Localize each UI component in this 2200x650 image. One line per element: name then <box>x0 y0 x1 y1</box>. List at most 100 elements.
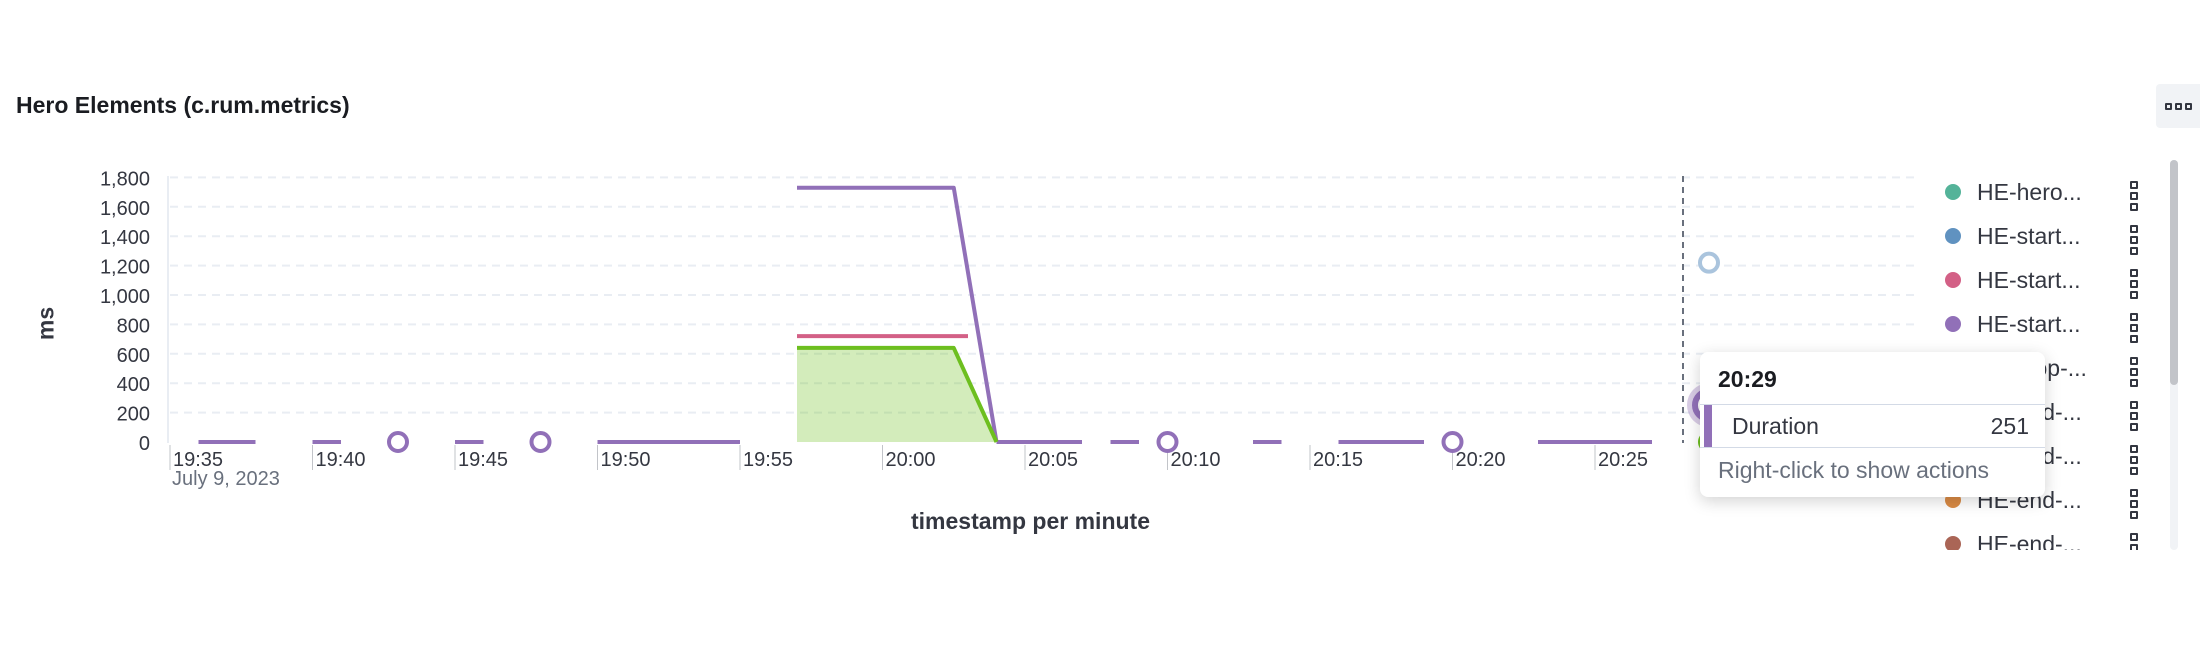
tooltip-time: 20:29 <box>1718 366 1777 392</box>
legend-color-dot <box>1945 272 1961 288</box>
chart-grid <box>167 176 1920 443</box>
data-point <box>1156 431 1179 453</box>
y-tick-label: 0 <box>139 433 150 455</box>
legend-label: HE-end-... <box>1977 530 2082 551</box>
boxes-vertical-icon-dot <box>2130 269 2138 277</box>
data-point <box>1698 251 1720 274</box>
x-tick-label: 20:10 <box>1171 449 1221 471</box>
y-tick-label: 1,200 <box>100 257 150 279</box>
boxes-vertical-icon-dot <box>2130 247 2138 255</box>
boxes-vertical-icon[interactable] <box>2130 533 2140 550</box>
boxes-vertical-icon-dot <box>2130 225 2138 233</box>
x-tick-label: 19:45 <box>458 449 508 471</box>
y-tick-label: 1,600 <box>100 198 150 220</box>
x-tick-label: 20:15 <box>1313 449 1363 471</box>
series-line <box>797 185 999 443</box>
series-area <box>797 347 997 442</box>
legend-label: HE-start... <box>1977 222 2081 249</box>
boxes-vertical-icon-dot <box>2130 203 2138 211</box>
tooltip-hint: Right-click to show actions <box>1718 457 1989 483</box>
boxes-vertical-icon-dot <box>2130 412 2138 420</box>
legend-label: HE-start... <box>1977 266 2081 293</box>
boxes-horizontal-icon <box>2164 102 2172 110</box>
boxes-vertical-icon-dot <box>2130 456 2138 464</box>
legend-color-dot <box>1945 184 1961 200</box>
tooltip-row: Duration 251 <box>1700 404 2045 448</box>
boxes-vertical-icon-dot <box>2130 335 2138 343</box>
legend-item[interactable]: HE-end-... <box>1930 522 2160 550</box>
x-tick-label: 20:05 <box>1028 449 1078 471</box>
legend-scrollbar-thumb[interactable] <box>2170 160 2178 385</box>
x-tick-label: 20:00 <box>886 449 936 471</box>
boxes-vertical-icon-dot <box>2130 423 2138 431</box>
boxes-vertical-icon-dot <box>2130 401 2138 409</box>
data-point <box>387 431 409 453</box>
boxes-vertical-icon-dot <box>2130 324 2138 332</box>
y-tick-label: 1,800 <box>100 168 150 190</box>
y-tick-label: 200 <box>117 404 150 426</box>
x-axis-date-label: July 9, 2023 <box>172 468 280 490</box>
x-tick-label: 19:50 <box>601 449 651 471</box>
boxes-vertical-icon-dot <box>2130 313 2138 321</box>
boxes-vertical-icon[interactable] <box>2130 225 2140 255</box>
chart-series <box>198 185 1652 444</box>
boxes-vertical-icon-dot <box>2130 544 2138 550</box>
boxes-vertical-icon-dot <box>2130 291 2138 299</box>
legend-item[interactable]: HE-hero... <box>1930 170 2160 214</box>
series-line <box>797 345 999 443</box>
boxes-vertical-icon-dot <box>2130 181 2138 189</box>
chart-area[interactable]: 1,800 1,600 1,400 1,200 1,000 800 600 400 200 0 1… <box>0 0 1920 500</box>
x-tick-label: 19:35 <box>173 449 223 471</box>
boxes-horizontal-icon-dot <box>2174 102 2182 110</box>
legend-item[interactable]: HE-start... <box>1930 258 2160 302</box>
legend-color-dot <box>1945 536 1961 550</box>
legend-label: HE-hero... <box>1977 178 2082 205</box>
boxes-vertical-icon-dot <box>2130 511 2138 519</box>
y-tick-label: 400 <box>117 374 150 396</box>
boxes-vertical-icon[interactable] <box>2130 181 2140 211</box>
boxes-vertical-icon-dot <box>2130 192 2138 200</box>
boxes-vertical-icon[interactable] <box>2130 357 2140 387</box>
x-axis-ticks: 19:35 19:40 19:45 19:50 19:55 20:00 20:05 20:10… <box>169 445 1648 471</box>
chart-points <box>387 251 1731 453</box>
boxes-horizontal-icon-dot <box>2184 102 2192 110</box>
legend-label: HE-start... <box>1977 310 2081 337</box>
legend-color-dot <box>1945 316 1961 332</box>
x-tick-label: 20:25 <box>1598 449 1648 471</box>
x-tick-label: 19:40 <box>316 449 366 471</box>
boxes-vertical-icon-dot <box>2130 533 2138 541</box>
x-tick-label: 19:55 <box>743 449 793 471</box>
panel-options-button[interactable] <box>2156 84 2200 128</box>
legend-item[interactable]: HE-start... <box>1930 302 2160 346</box>
y-tick-label: 800 <box>117 315 150 337</box>
tooltip-series-value: 251 <box>1990 413 2029 439</box>
tooltip-series-swatch <box>1704 405 1712 447</box>
legend-scrollbar[interactable] <box>2170 160 2178 550</box>
x-axis-title: timestamp per minute <box>911 508 1150 534</box>
chart-tooltip: 20:29 Duration 251 Right-click to show a… <box>1700 352 2045 497</box>
boxes-vertical-icon[interactable] <box>2130 401 2140 431</box>
boxes-vertical-icon-dot <box>2130 368 2138 376</box>
boxes-vertical-icon[interactable] <box>2130 445 2140 475</box>
legend-color-dot <box>1945 228 1961 244</box>
boxes-vertical-icon-dot <box>2130 379 2138 387</box>
boxes-vertical-icon-dot <box>2130 236 2138 244</box>
y-tick-label: 1,000 <box>100 286 150 308</box>
data-point <box>1441 431 1464 453</box>
y-tick-label: 600 <box>117 345 150 367</box>
boxes-vertical-icon-dot <box>2130 357 2138 365</box>
boxes-vertical-icon-dot <box>2130 445 2138 453</box>
boxes-vertical-icon[interactable] <box>2130 269 2140 299</box>
y-tick-label: 1,400 <box>100 227 150 249</box>
boxes-vertical-icon-dot <box>2130 489 2138 497</box>
boxes-vertical-icon-dot <box>2130 500 2138 508</box>
data-point <box>529 431 552 453</box>
boxes-vertical-icon[interactable] <box>2130 489 2140 519</box>
boxes-vertical-icon-dot <box>2130 467 2138 475</box>
boxes-vertical-icon-dot <box>2130 280 2138 288</box>
panel-title: Hero Elements (c.rum.metrics) <box>16 92 350 118</box>
x-tick-label: 20:20 <box>1456 449 1506 471</box>
boxes-vertical-icon[interactable] <box>2130 313 2140 343</box>
tooltip-series-label: Duration <box>1732 413 1819 439</box>
legend-item[interactable]: HE-start... <box>1930 214 2160 258</box>
